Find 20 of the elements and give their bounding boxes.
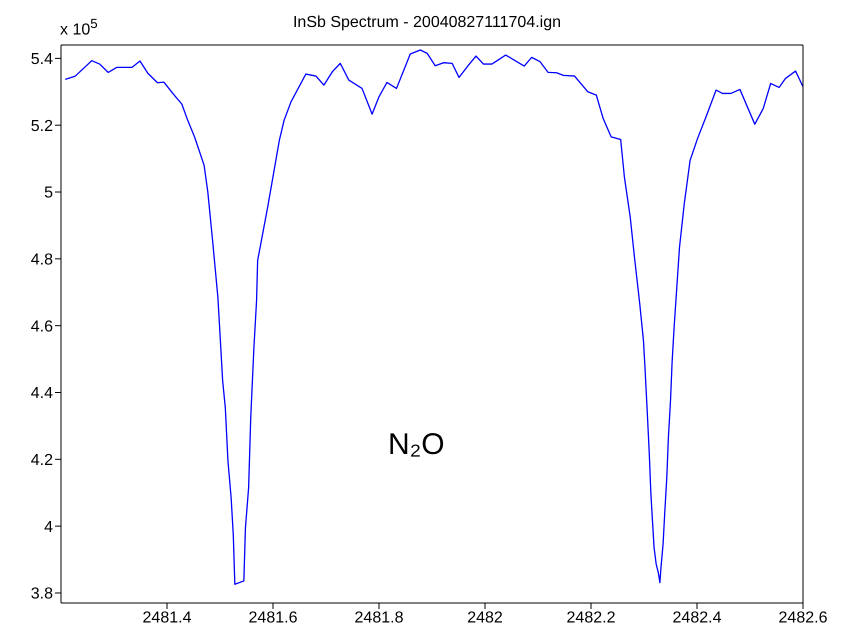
y-tick-label: 5.4 <box>30 51 54 68</box>
y-tick-label: 3.8 <box>30 586 54 603</box>
text: x 10$^{5}$ <box>60 16 98 40</box>
x-tick-label: 2482 <box>467 609 503 626</box>
x-tick-label: 2481.4 <box>142 609 192 626</box>
y-tick-label: 4.2 <box>30 452 54 470</box>
line-series <box>64 49 803 585</box>
x-tick-label: 2481.8 <box>354 609 404 626</box>
y-tick-label: 4 <box>44 518 54 536</box>
x-tick-label: 2481.6 <box>248 609 298 626</box>
y-tick-label: 4.8 <box>30 252 54 269</box>
y-tick-label: 5 <box>44 184 54 202</box>
x-tick-label: 2482.2 <box>566 609 616 626</box>
y-tick-label: 5.2 <box>30 118 54 135</box>
y-tick-label: 4.4 <box>30 385 54 402</box>
x-tick-label: 2482.6 <box>778 609 828 626</box>
annotation: N₂O <box>388 428 445 462</box>
y-tick-label: 4.6 <box>30 318 54 336</box>
x-tick-label: 2482.4 <box>672 609 722 626</box>
chart-title: InSb Spectrum - 20040827111704.ign <box>292 14 562 31</box>
